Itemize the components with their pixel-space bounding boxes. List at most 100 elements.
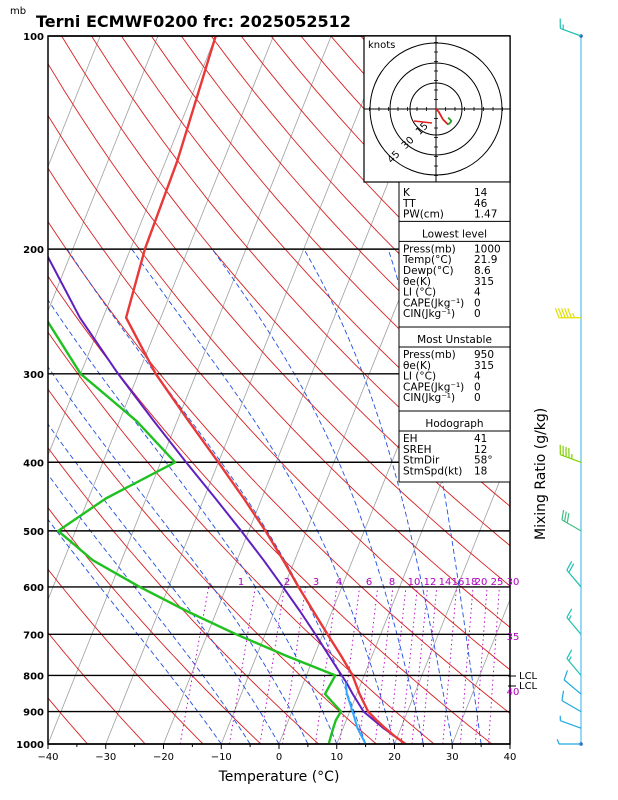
mixing-ratio-label: 40 — [507, 687, 520, 698]
x-axis-label: Temperature (°C) — [218, 769, 340, 785]
hodograph-segment — [442, 118, 449, 126]
x-tick-label: −40 — [37, 752, 58, 763]
x-tick-label: 10 — [330, 752, 343, 763]
dry-adiabat-350 — [48, 62, 510, 587]
mixing-ratio-line-8 — [339, 586, 361, 744]
mixing-ratio-label: 12 — [424, 577, 437, 588]
wind-barb-staff — [566, 617, 582, 635]
isotherm--40 — [48, 36, 332, 744]
panel-row-value: 1.47 — [474, 209, 497, 221]
mixing-ratio-lines — [179, 586, 500, 744]
parcel-path-line — [48, 254, 407, 744]
panel-row-label: TT — [402, 198, 416, 210]
mixing-ratio-label: 25 — [491, 577, 504, 588]
wind-barb-staff — [561, 519, 582, 532]
pressure-unit-label: mb — [10, 6, 26, 17]
hodograph-ring — [369, 42, 503, 176]
wind-barb-staff — [563, 679, 582, 695]
panel-row-value: 315 — [474, 276, 494, 288]
pressure-tick-labels: 100 200 300 400 500 600 700 800 900 1000 — [16, 32, 44, 751]
panel-row-value: 950 — [474, 349, 494, 361]
dry-adiabat-290 — [48, 388, 377, 744]
wind-barb-flag — [566, 608, 573, 618]
indices-panel-frame — [398, 181, 511, 483]
panel-row-value: 41 — [474, 433, 487, 445]
panel-row-value: 0 — [474, 381, 481, 393]
wind-barb-half-flag — [556, 739, 560, 745]
mixing-ratio-label: 2 — [284, 577, 290, 588]
dry-adiabat-250 — [48, 632, 146, 744]
sounding-profiles — [48, 36, 407, 744]
dry-adiabat-260 — [48, 568, 204, 744]
mixing-ratio-label: 6 — [366, 577, 372, 588]
panel-row-value: 0 — [474, 308, 481, 320]
hodograph-segment — [447, 117, 453, 122]
panel-row-label: PW(cm) — [403, 209, 444, 221]
panel-row-value: 315 — [474, 360, 494, 372]
panel-row-value: 4 — [474, 371, 481, 383]
wind-barb-flag — [566, 561, 573, 571]
wind-barb-flag — [561, 690, 565, 701]
mixing-ratio-label: 4 — [336, 577, 342, 588]
wind-barb-flag — [563, 670, 569, 681]
x-tick-label: −10 — [211, 752, 232, 763]
panel-row-value: 46 — [474, 198, 488, 210]
wind-barb-flag — [567, 308, 572, 318]
panel-heading: Most Unstable — [417, 334, 492, 346]
wind-barb-half-flag — [568, 656, 572, 662]
wind-barb-flag — [561, 509, 565, 520]
wind-barb-half-flag — [572, 312, 575, 318]
mixing-ratio-label: 30 — [507, 577, 520, 588]
wind-barb-staff — [560, 454, 582, 463]
panel-row-value: 4 — [474, 287, 481, 299]
mixing-ratio-line-12 — [374, 586, 394, 744]
mixing-ratio-line-6 — [315, 586, 338, 744]
panel-row-value: 18 — [474, 465, 487, 477]
panel-row-label: Press(mb) — [403, 243, 456, 255]
pressure-tick-label: 100 — [23, 32, 44, 43]
panel-row-value: 21.9 — [474, 254, 497, 266]
panel-heading: Lowest level — [422, 228, 487, 240]
panel-row-label: Press(mb) — [403, 349, 456, 361]
wind-barb-half-flag — [568, 615, 572, 621]
hodograph-ring — [389, 62, 483, 156]
dry-adiabat-340 — [48, 114, 510, 628]
pressure-tick-label: 800 — [23, 671, 44, 682]
storm-motion-arrow — [413, 120, 433, 124]
panel-row-label: K — [403, 187, 411, 199]
mixing-ratio-line-2 — [228, 586, 256, 744]
panel-row-label: SREH — [403, 444, 432, 456]
hodograph-segment — [435, 108, 440, 113]
pressure-tick-label: 500 — [23, 527, 44, 538]
mixing-ratio-line-16 — [400, 586, 418, 744]
pressure-tick-label: 900 — [23, 708, 44, 719]
isotherm-lines — [48, 36, 510, 744]
mixing-ratio-axis-label: Mixing Ratio (g/kg) — [533, 408, 549, 540]
panel-row-label: StmSpd(kt) — [403, 465, 462, 477]
mixing-ratio-label: 1 — [238, 577, 244, 588]
panel-row-label: EH — [403, 433, 418, 445]
chart-title: Terni ECMWF0200 frc: 2025052512 — [36, 12, 351, 31]
wind-barb-staff — [566, 569, 582, 588]
dry-adiabat-390 — [150, 36, 510, 432]
dry-adiabat-240 — [48, 697, 89, 744]
pressure-tick-label: 400 — [23, 458, 44, 469]
mixing-ratio-label: 16 — [452, 577, 465, 588]
mixing-ratio-line-30 — [459, 586, 474, 744]
dry-adiabat-360 — [61, 36, 510, 547]
panel-row-value: 58° — [474, 455, 493, 467]
x-tick-label: 20 — [388, 752, 401, 763]
pressure-tick-label: 300 — [23, 370, 44, 381]
panel-row-label: Dewp(°C) — [403, 265, 454, 277]
panel-row-value: 0 — [474, 392, 481, 404]
dry-adiabat-280 — [48, 447, 320, 744]
mixing-ratio-label: 10 — [408, 577, 421, 588]
hodograph-segment — [437, 111, 444, 120]
panel-heading: Hodograph — [425, 418, 483, 430]
mixing-ratio-line-35 — [474, 586, 488, 744]
panel-row-label: CIN(Jkg⁻¹) — [403, 392, 455, 404]
dry-adiabat-230 — [0, 36, 43, 759]
panel-row-label: θe(K) — [403, 276, 431, 288]
mixing-ratio-line-40 — [488, 586, 500, 744]
